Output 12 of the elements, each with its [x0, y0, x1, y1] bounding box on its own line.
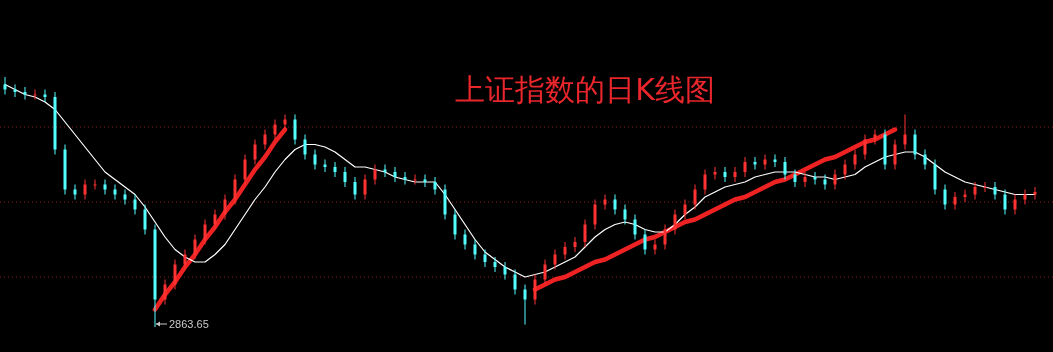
- candlestick: [983, 182, 987, 192]
- candlestick: [23, 87, 27, 100]
- candlestick: [93, 179, 97, 190]
- candlestick: [813, 172, 817, 185]
- candlestick: [33, 89, 37, 100]
- candlestick: [413, 174, 417, 185]
- candlestick: [403, 172, 407, 185]
- chart-title: 上证指数的日K线图: [455, 72, 715, 107]
- annotation: 2863.65: [169, 318, 209, 330]
- candlestick: [753, 157, 757, 170]
- candlestick: [1033, 187, 1037, 200]
- candlestick: [713, 167, 717, 180]
